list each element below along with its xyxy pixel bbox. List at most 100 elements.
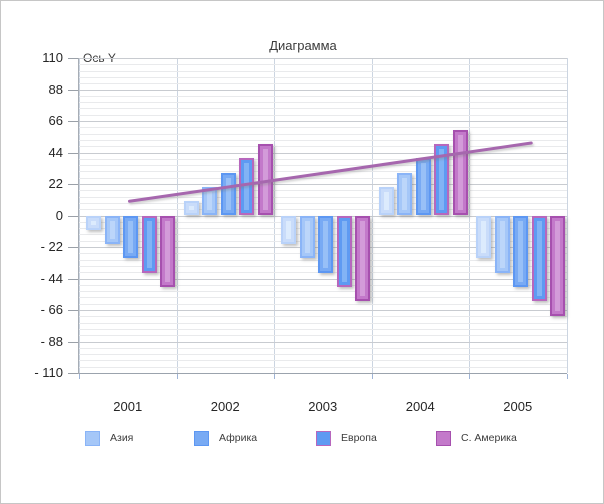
gridline-minor [79, 366, 567, 368]
legend-item-label: Африка [219, 432, 258, 444]
gridline-minor [79, 146, 567, 148]
y-axis-tick [68, 89, 78, 91]
gridline-minor [79, 190, 567, 192]
y-tick-label: 44 [48, 144, 63, 160]
y-axis-tick [68, 278, 78, 280]
bar[interactable] [531, 215, 547, 302]
gridline-minor [79, 328, 567, 330]
x-axis-tick [79, 374, 80, 379]
legend-item-label: Европа [341, 432, 377, 444]
gridline-minor [79, 335, 567, 337]
gridline-minor [79, 291, 567, 293]
gridline-minor [79, 303, 567, 305]
y-axis-line [78, 58, 79, 374]
gridline-minor [79, 284, 567, 286]
gridline-major [79, 310, 567, 311]
gridline-major [79, 121, 567, 122]
x-axis-tick [469, 374, 470, 379]
legend-swatch [436, 430, 451, 446]
legend-item[interactable]: Азия [85, 430, 133, 446]
gridline-minor [79, 127, 567, 129]
bar[interactable] [452, 129, 468, 216]
y-tick-label: 88 [48, 81, 63, 97]
y-tick-label: 0 [55, 207, 63, 223]
gridline-minor [79, 83, 567, 85]
y-tick-label: - 88 [40, 333, 63, 349]
legend-item[interactable]: Африка [194, 430, 257, 446]
gridline-minor [79, 108, 567, 110]
bar[interactable] [86, 215, 101, 230]
bar[interactable] [183, 201, 199, 216]
gridline-minor [79, 76, 567, 78]
y-axis-tick [68, 373, 78, 374]
bar[interactable] [378, 186, 394, 216]
gridline-minor [79, 64, 567, 66]
gridline-minor [79, 196, 567, 198]
bar[interactable] [239, 158, 254, 216]
gridline-major [79, 341, 567, 343]
y-axis-tick [68, 247, 78, 248]
y-tick-label: - 22 [40, 239, 63, 254]
bar[interactable] [336, 215, 352, 288]
bar[interactable] [513, 215, 528, 288]
bar[interactable] [318, 215, 333, 273]
gridline-minor [79, 297, 567, 299]
legend-swatch [194, 430, 209, 446]
bar[interactable] [299, 215, 315, 259]
gridline-minor [79, 114, 567, 116]
legend-swatch [85, 430, 100, 446]
bar[interactable] [141, 215, 157, 273]
gridline-major [79, 58, 567, 59]
y-tick-label: - 44 [40, 270, 63, 286]
gridline-minor [79, 70, 567, 72]
y-tick-label: - 66 [40, 302, 63, 317]
gridline-minor [79, 202, 567, 204]
gridline-minor [79, 139, 567, 141]
legend-item[interactable]: Европа [316, 430, 377, 446]
bar[interactable] [550, 215, 565, 316]
gridline-minor [79, 165, 567, 167]
x-category-label: 2001 [113, 399, 143, 414]
bar[interactable] [434, 143, 449, 216]
y-axis-tick [68, 184, 78, 185]
y-axis-tick [68, 215, 78, 217]
x-category-label: 2004 [405, 399, 435, 414]
x-axis-tick [371, 374, 373, 379]
gridline-minor [79, 322, 567, 324]
y-tick-label: 22 [48, 176, 63, 191]
bar[interactable] [476, 215, 491, 259]
bar[interactable] [281, 215, 296, 245]
x-category-label: 2003 [308, 399, 338, 414]
x-axis-line [79, 373, 567, 374]
gridline-minor [79, 158, 567, 160]
gridline-minor [79, 209, 567, 211]
gridline-minor [79, 354, 567, 356]
bar[interactable] [494, 215, 510, 273]
legend-item[interactable]: С. Америка [436, 430, 517, 446]
gridline-major [79, 152, 567, 154]
gridline-minor [79, 133, 567, 135]
y-axis-tick [68, 121, 78, 122]
bar[interactable] [415, 158, 431, 216]
gridline-minor [79, 95, 567, 97]
gridline-major [79, 89, 567, 91]
x-axis-tick [566, 374, 568, 379]
y-axis-tick [68, 310, 78, 311]
legend-swatch [316, 430, 331, 446]
y-tick-label: 66 [48, 113, 63, 128]
bar[interactable] [220, 172, 236, 216]
bar[interactable] [104, 215, 120, 245]
x-category-label: 2002 [210, 399, 240, 414]
gridline-minor [79, 316, 567, 318]
y-tick-label: - 110 [34, 365, 63, 380]
y-axis-tick [68, 58, 78, 59]
x-category-label: 2005 [503, 399, 533, 414]
y-tick-label: 110 [42, 50, 63, 65]
bar[interactable] [160, 215, 175, 288]
bar[interactable] [397, 172, 412, 216]
y-axis-tick [68, 341, 78, 343]
bar[interactable] [355, 215, 370, 302]
x-axis-tick [274, 374, 275, 379]
bar[interactable] [123, 215, 138, 259]
